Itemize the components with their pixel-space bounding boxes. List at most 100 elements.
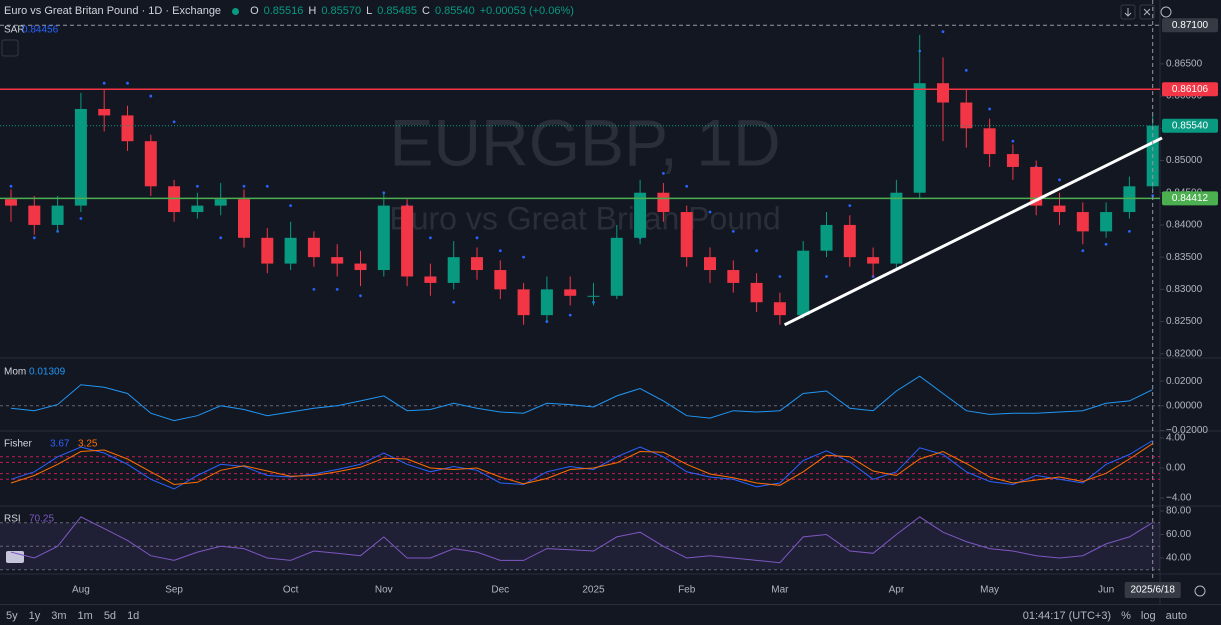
x-tick-label: Sep	[165, 585, 183, 596]
trend-line	[783, 136, 1163, 327]
candle-body	[587, 295, 600, 297]
candle-body	[354, 263, 367, 271]
candle-body	[540, 289, 553, 316]
indicator-line	[10, 440, 1153, 490]
sar-dot	[9, 184, 13, 188]
background	[0, 0, 1221, 604]
scale-option[interactable]: log	[1140, 609, 1156, 622]
candle-body	[960, 102, 973, 129]
range-button[interactable]: 1y	[28, 609, 41, 622]
range-button[interactable]: 1m	[77, 609, 93, 622]
sar-dot	[568, 313, 572, 317]
price-label-box	[1162, 191, 1218, 206]
indicator-line	[10, 443, 1153, 486]
sar-dot	[522, 255, 525, 259]
candle-body	[307, 237, 320, 258]
candle-body	[657, 192, 670, 213]
x-tick-label: Apr	[889, 585, 905, 596]
sar-dot	[335, 287, 339, 291]
candle-body	[1123, 186, 1136, 213]
sar-dot	[825, 275, 828, 278]
sar-dot	[778, 275, 782, 278]
candle-body	[494, 270, 507, 290]
sar-dot	[964, 68, 968, 72]
indicator-name: Mom	[4, 367, 26, 378]
candle-body	[773, 302, 786, 316]
sar-dot	[79, 217, 83, 220]
y-tick-label: 0.02000	[1166, 376, 1203, 387]
y-tick-label: 0.85000	[1166, 155, 1203, 166]
y-tick-label: 0.83500	[1166, 252, 1203, 263]
candle-body	[261, 237, 274, 264]
candle-body	[704, 257, 716, 271]
chart-canvas: EURGBP, 1D Euro vs Great Britan Pound 0.…	[0, 0, 1221, 604]
candle-body	[471, 257, 483, 271]
candle-body	[377, 205, 390, 271]
bottom-toolbar: 5y 1y 3m 1m 5d 1d 01:44:17 (UTC+3) % log…	[0, 604, 1221, 625]
indicator-value: 70.25	[29, 514, 54, 525]
price-label: 0.86106	[1172, 84, 1209, 95]
candle-body	[750, 282, 763, 303]
y-tick-label: 0.82500	[1166, 316, 1203, 327]
sar-dot	[848, 204, 852, 208]
candle-body	[284, 237, 297, 264]
sar-dot	[708, 210, 712, 214]
y-tick-label: 0.86500	[1166, 59, 1203, 70]
candle-body	[214, 199, 227, 206]
candle-body	[28, 205, 41, 225]
indicator-name: SAR	[4, 25, 25, 36]
sar-dot	[126, 81, 129, 85]
range-button[interactable]: 1d	[127, 609, 140, 622]
candle-body	[1030, 166, 1043, 206]
ohlc-value: 0.85516	[263, 5, 304, 17]
watermark-name: Euro vs Great Britan Pound	[389, 200, 780, 236]
sar-dot	[196, 184, 199, 188]
range-button[interactable]: 3m	[51, 609, 67, 622]
sar-dot	[1011, 139, 1015, 143]
collapse-button[interactable]	[1, 39, 19, 57]
price-label-box	[1162, 82, 1218, 97]
crosshair-label: 0.87100	[1172, 20, 1209, 31]
y-tick-label: 80.00	[1166, 506, 1191, 517]
price-change: +0.00053 (+0.06%)	[479, 5, 574, 17]
sar-dot	[242, 184, 246, 188]
settings-icon[interactable]	[1194, 585, 1206, 597]
x-tick-label: Nov	[375, 585, 393, 596]
candle-body	[564, 289, 577, 296]
candle-body	[820, 224, 833, 251]
crosshair-date-box	[1124, 582, 1181, 598]
y-tick-label: 60.00	[1166, 529, 1191, 540]
candle-body	[843, 224, 856, 258]
indicator-name: Fisher	[4, 439, 32, 450]
candle-body	[1100, 212, 1113, 232]
symbol-title: Euro vs Great Britan Pound · 1D · Exchan…	[4, 5, 222, 17]
candle-body	[238, 199, 250, 238]
candle-body	[517, 289, 530, 316]
candle-body	[331, 257, 344, 264]
candle-body	[144, 141, 157, 187]
sar-dot	[429, 236, 432, 240]
range-button[interactable]: 5y	[6, 609, 18, 622]
candle-body	[983, 128, 996, 155]
x-tick-label: Mar	[771, 585, 789, 596]
sar-dot	[102, 81, 106, 85]
scale-option[interactable]: %	[1121, 609, 1131, 622]
crosshair-label-box	[1162, 18, 1218, 33]
candle-body	[867, 257, 880, 264]
sar-dot	[755, 249, 758, 253]
price-label: 0.84412	[1172, 193, 1209, 204]
candle-body	[191, 205, 204, 213]
scale-option[interactable]: auto	[1165, 609, 1187, 622]
x-tick-label: 2025/6/18	[1130, 585, 1175, 596]
sar-dot	[988, 107, 991, 111]
candle-body	[680, 212, 693, 258]
range-button[interactable]: 5d	[103, 609, 117, 622]
sar-dot	[941, 30, 945, 34]
range-buttons: 5y 1y 3m 1m 5d 1d	[0, 610, 139, 622]
sar-dot	[731, 229, 735, 233]
indicator-line	[10, 516, 1153, 564]
candle-body	[168, 186, 181, 213]
price-label-box	[1162, 118, 1218, 133]
candle-body	[913, 83, 926, 193]
